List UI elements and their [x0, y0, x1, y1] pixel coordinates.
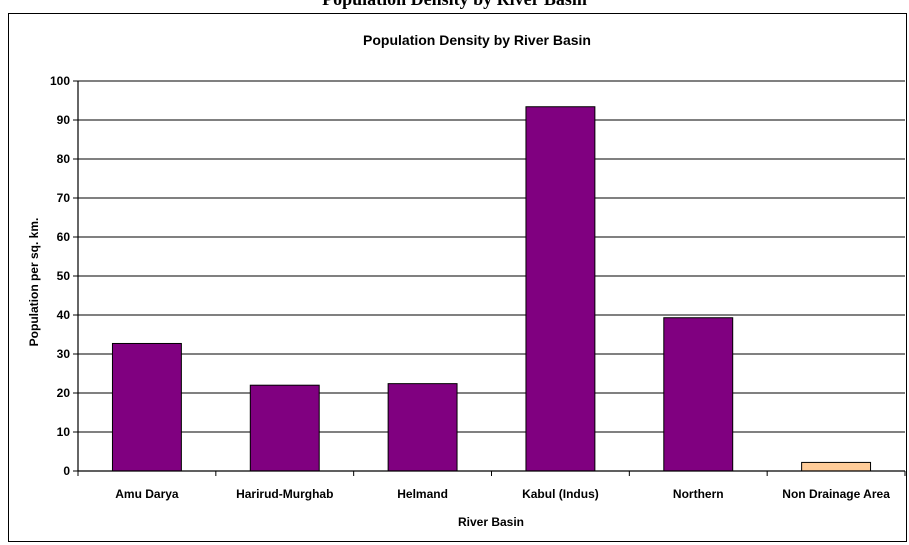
bar: [801, 461, 872, 472]
x-tick-label: Amu Darya: [115, 487, 179, 501]
chart-title: Population Density by River Basin: [363, 32, 591, 48]
bar: [663, 317, 734, 472]
y-tick-label: 20: [57, 386, 71, 400]
bar: [111, 342, 182, 472]
bars: [111, 106, 872, 472]
y-tick-label: 80: [57, 152, 71, 166]
y-tick-label: 100: [50, 74, 70, 88]
x-tick-label: Harirud-Murghab: [236, 487, 333, 501]
x-tick-label: Kabul (Indus): [522, 487, 599, 501]
y-tick-label: 0: [63, 464, 70, 478]
y-tick-label: 30: [57, 347, 71, 361]
y-tick-label: 70: [57, 191, 71, 205]
cutoff-page-title: Population Density by River Basin: [0, 0, 909, 8]
y-tick-label: 50: [57, 269, 71, 283]
y-tick-label: 60: [57, 230, 71, 244]
x-tick-label: Non Drainage Area: [782, 487, 890, 501]
y-axis-label: Population per sq. km.: [27, 218, 41, 347]
axes: [73, 80, 906, 476]
x-tick-labels: Amu Darya Harirud-Murghab Helmand Kabul (In…: [115, 487, 890, 501]
y-tick-label: 40: [57, 308, 71, 322]
bar: [525, 106, 596, 472]
y-tick-labels: 0 10 20 30 40 50 60 70 80 90 100: [50, 74, 70, 478]
x-tick-label: Helmand: [397, 487, 448, 501]
x-axis-label: River Basin: [458, 515, 524, 529]
y-tick-label: 10: [57, 425, 71, 439]
bar: [387, 383, 458, 472]
y-tick-label: 90: [57, 113, 71, 127]
gridlines: [78, 80, 905, 433]
x-tick-label: Northern: [673, 487, 724, 501]
bar: [249, 384, 320, 472]
